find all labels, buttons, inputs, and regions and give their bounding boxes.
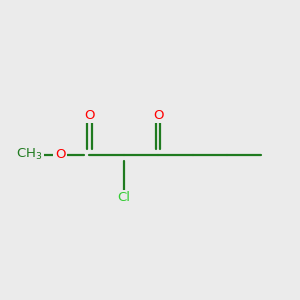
Text: Cl: Cl	[117, 191, 130, 204]
Text: O: O	[153, 109, 164, 122]
Text: O: O	[55, 148, 65, 161]
Text: CH$_3$: CH$_3$	[16, 147, 42, 163]
Text: O: O	[84, 109, 95, 122]
